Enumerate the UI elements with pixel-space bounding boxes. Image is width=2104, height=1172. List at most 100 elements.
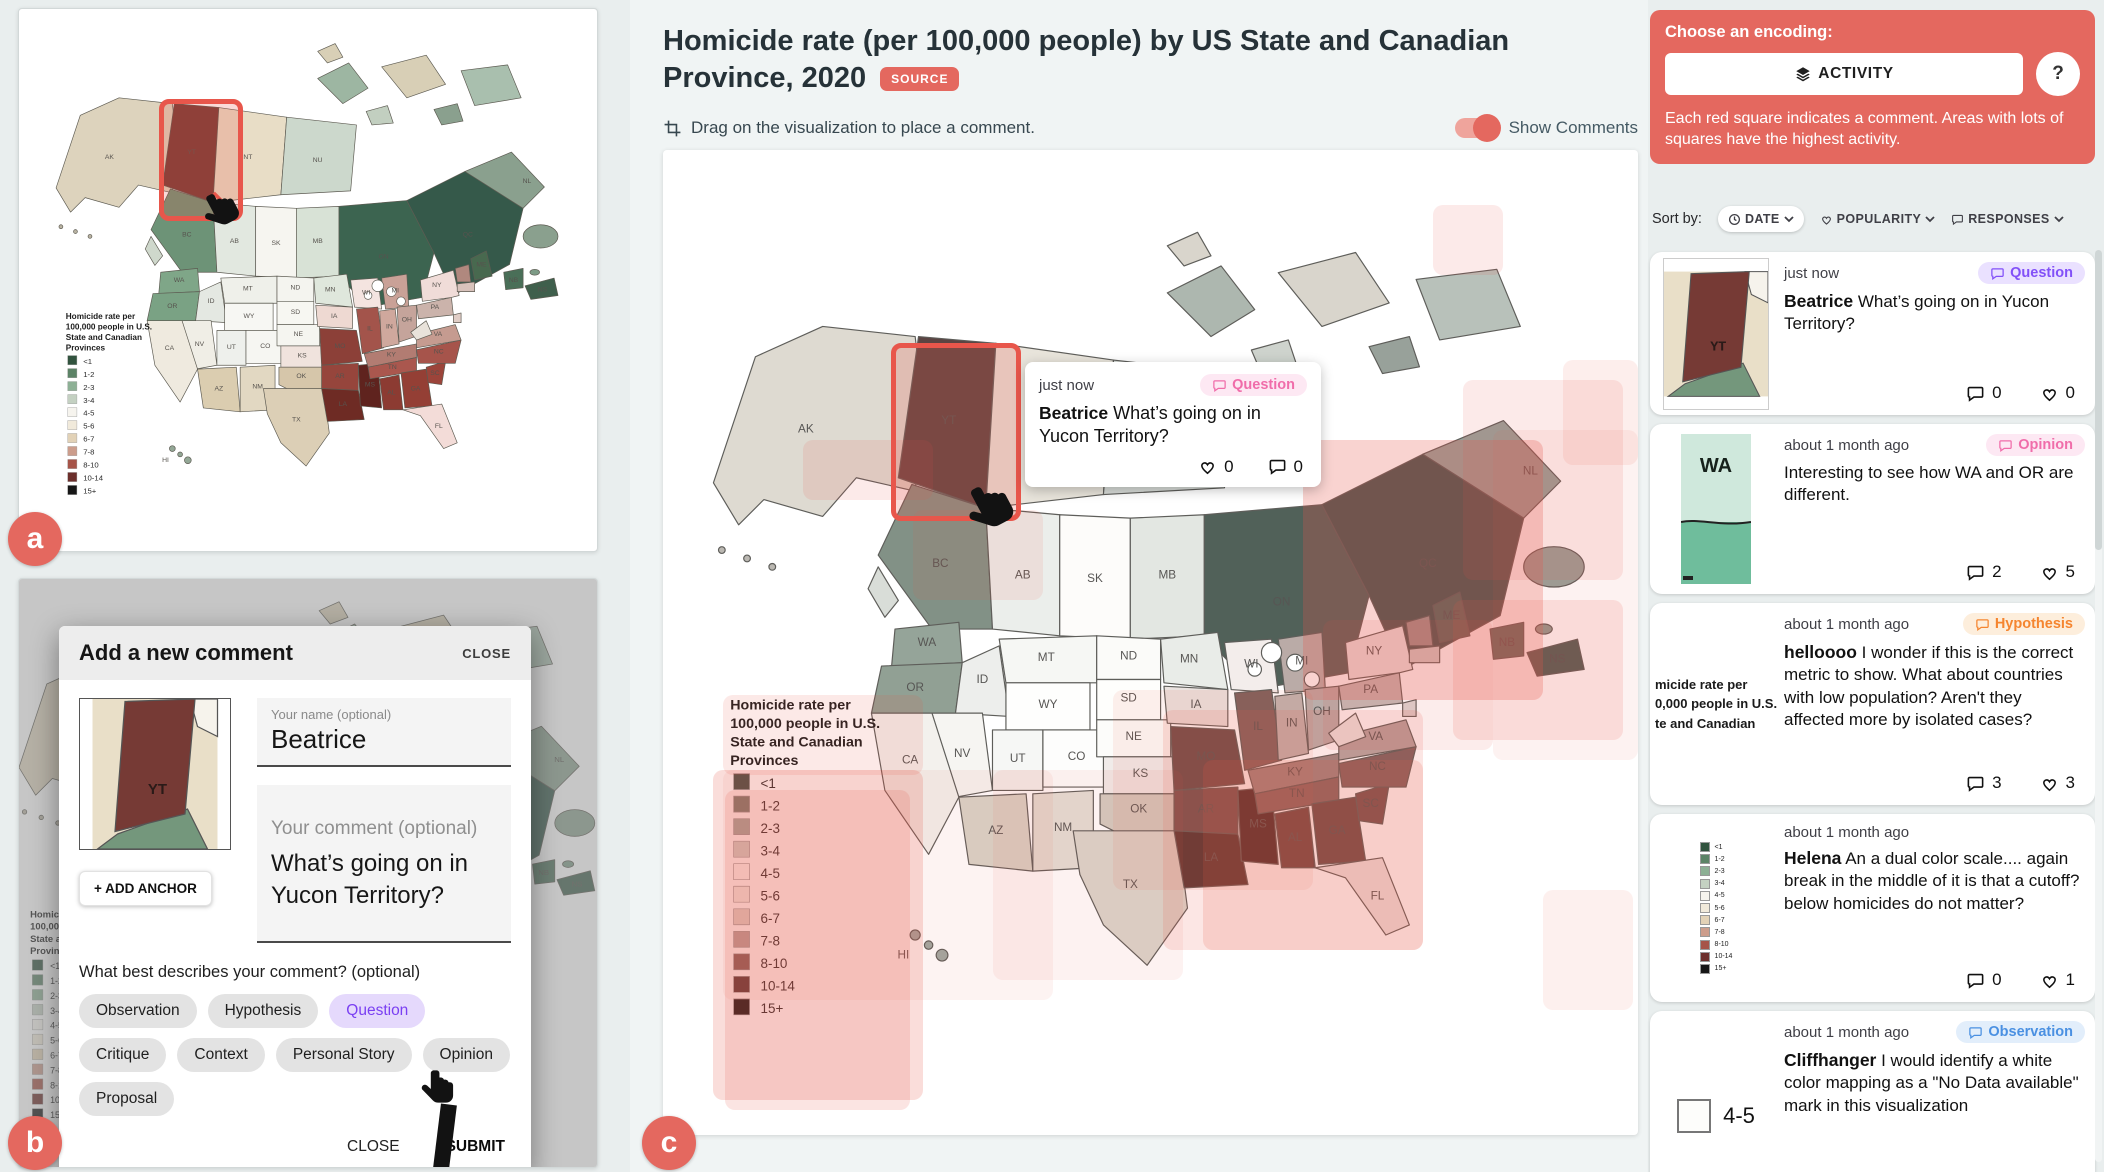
chevron-down-icon [2054,215,2064,222]
tag-option-observation[interactable]: Observation [79,994,197,1028]
figure-label-a: a [8,512,62,566]
comment-popup: just now Question Beatrice What’s going … [1025,362,1321,487]
reply-button[interactable]: 0 [1966,383,2002,403]
source-link-badge[interactable]: SOURCE [880,66,960,91]
tag-option-critique[interactable]: Critique [79,1038,167,1072]
comment-author: Helena [1784,848,1842,868]
comment-thumbnail-map: YT [1663,257,1769,410]
tag-option-context[interactable]: Context [177,1038,265,1072]
tag-chip-list: Observation Hypothesis Question Critique Con… [59,982,531,1116]
comment-card[interactable]: 4-5 about 1 month ago Observation Cliffhang… [1650,1011,2095,1172]
reply-button[interactable]: 0 [1966,970,2002,990]
svg-text:YT: YT [1710,339,1726,353]
legend-label: 1-2 [1714,855,1725,863]
name-field-label: Your name (optional) [271,707,392,722]
tag-chip-observation: Observation [1956,1021,2085,1043]
selection-square[interactable] [891,343,1021,521]
dialog-title: Add a new comment [79,640,293,665]
sort-option-popularity[interactable]: POPULARITY [1820,212,1936,226]
comment-thumbnail: micide rate per 0,000 people in U.S. te an… [1655,613,1777,795]
like-button[interactable]: 5 [2040,562,2075,582]
sort-option-date[interactable]: DATE [1717,206,1804,232]
reply-button[interactable]: 3 [1966,773,2002,793]
comment-text: helloooo I wonder if this is the correct… [1784,642,2074,730]
show-comments-toggle[interactable] [1454,114,1501,142]
activity-square [723,770,1053,1000]
reply-button[interactable]: 2 [1966,562,2002,582]
activity-square [1453,600,1623,740]
activity-square [713,770,923,1100]
bubble-icon [1991,267,2004,280]
comment-time: about 1 month ago [1784,1023,1910,1041]
comment-text: Beatrice What’s going on in Yucon Territ… [1039,403,1261,447]
visualization-title-line2: Province, 2020 [663,62,867,94]
bubble-icon [1976,618,1989,631]
tag-option-hypothesis[interactable]: Hypothesis [207,994,319,1028]
dialog-close-button[interactable]: CLOSE [462,645,511,661]
comment-card[interactable]: micide rate per 0,000 people in U.S. te an… [1650,603,2095,805]
activity-square [1323,620,1493,750]
sidebar-scrollbar[interactable] [2095,250,2102,1162]
name-field[interactable]: Your name (optional) Beatrice [257,698,511,767]
comment-author: Beatrice [1039,403,1109,423]
encoding-select[interactable]: ACTIVITY [1665,53,2023,95]
hand-cursor [415,1066,461,1112]
comment-text: Interesting to see how WA and OR are dif… [1784,463,2074,505]
heart-icon [1821,216,1831,225]
activity-square [1463,380,1623,580]
tag-option-proposal[interactable]: Proposal [79,1082,175,1116]
encoding-select-value: ACTIVITY [1818,65,1894,82]
legend-label: 10-14 [1714,953,1733,961]
clock-icon [1728,213,1740,225]
scrollbar-thumb[interactable] [2095,250,2102,550]
tag-option-opinion[interactable]: Opinion [422,1038,510,1072]
comment-thumbnail: 4-5 [1660,1021,1772,1172]
comment-field[interactable]: Your comment (optional) What’s going on … [257,785,511,943]
legend-swatch [1677,1099,1712,1133]
legend-label: 3-4 [1714,880,1725,888]
dialog-submit-button[interactable]: SUBMIT [445,1138,505,1155]
sort-option-responses[interactable]: RESPONSES [1951,212,2064,226]
like-button[interactable]: 0 [2040,383,2075,403]
drag-hint-text: Drag on the visualization to place a com… [691,118,1035,137]
dialog-footer-close-button[interactable]: CLOSE [347,1138,400,1155]
comment-meta: about 1 month ago Observation [1784,1021,2085,1043]
legend-swatch [1699,915,1710,926]
comment-body: about 1 month ago Opinion Interesting to … [1784,434,2085,584]
tag-option-personal-story[interactable]: Personal Story [275,1038,412,1072]
comment-card[interactable]: YT just now Question Beatrice What’s going … [1650,252,2095,415]
activity-square [1113,690,1313,890]
legend-label: 7-8 [1714,928,1725,936]
figure-label-b: b [8,1116,62,1170]
heart-icon [2042,567,2056,580]
panel-c-main-ui: Homicide rate (per 100,000 people) by US… [630,0,1674,1172]
activity-square [913,510,1043,600]
help-button[interactable]: ? [2036,52,2080,96]
tag-option-question[interactable]: Question [329,994,426,1028]
visualization-title-line1: Homicide rate (per 100,000 people) by US… [663,25,1510,57]
like-button[interactable]: 1 [2040,970,2075,990]
comment-card[interactable]: <1 1-2 2-3 3-4 4-5 5-6 6-7 7-8 8-10 10-14 15+ about… [1650,814,2095,1002]
comment-time: about 1 month ago [1784,615,1910,633]
encoding-panel-title: Choose an encoding: [1665,23,1833,41]
tag-chip-hypothesis: Hypothesis [1962,613,2085,635]
add-anchor-button[interactable]: + ADD ANCHOR [79,871,212,906]
comment-thumbnail: <1 1-2 2-3 3-4 4-5 5-6 6-7 7-8 8-10 10-14 15+ [1660,824,1772,992]
svg-text:WA: WA [1700,455,1732,477]
bubble-icon [1269,460,1285,476]
legend-swatch [1699,878,1710,889]
comment-time: about 1 month ago [1784,436,1910,454]
like-button[interactable]: 3 [2040,773,2075,793]
comment-text: Beatrice What’s going on in Yucon Territ… [1784,291,2050,334]
legend-swatch [1699,890,1710,901]
visualization-area[interactable]: just now Question Beatrice What’s going … [663,150,1638,1135]
toggle-knob [1472,114,1501,142]
comment-card[interactable]: WA about 1 month ago Opinion Interesting t… [1650,424,2095,594]
chevron-down-icon [1784,215,1794,222]
encoding-description: Each red square indicates a comment. Are… [1665,110,2064,149]
like-button[interactable]: 0 [1198,457,1234,477]
reply-button[interactable]: 0 [1268,457,1303,477]
